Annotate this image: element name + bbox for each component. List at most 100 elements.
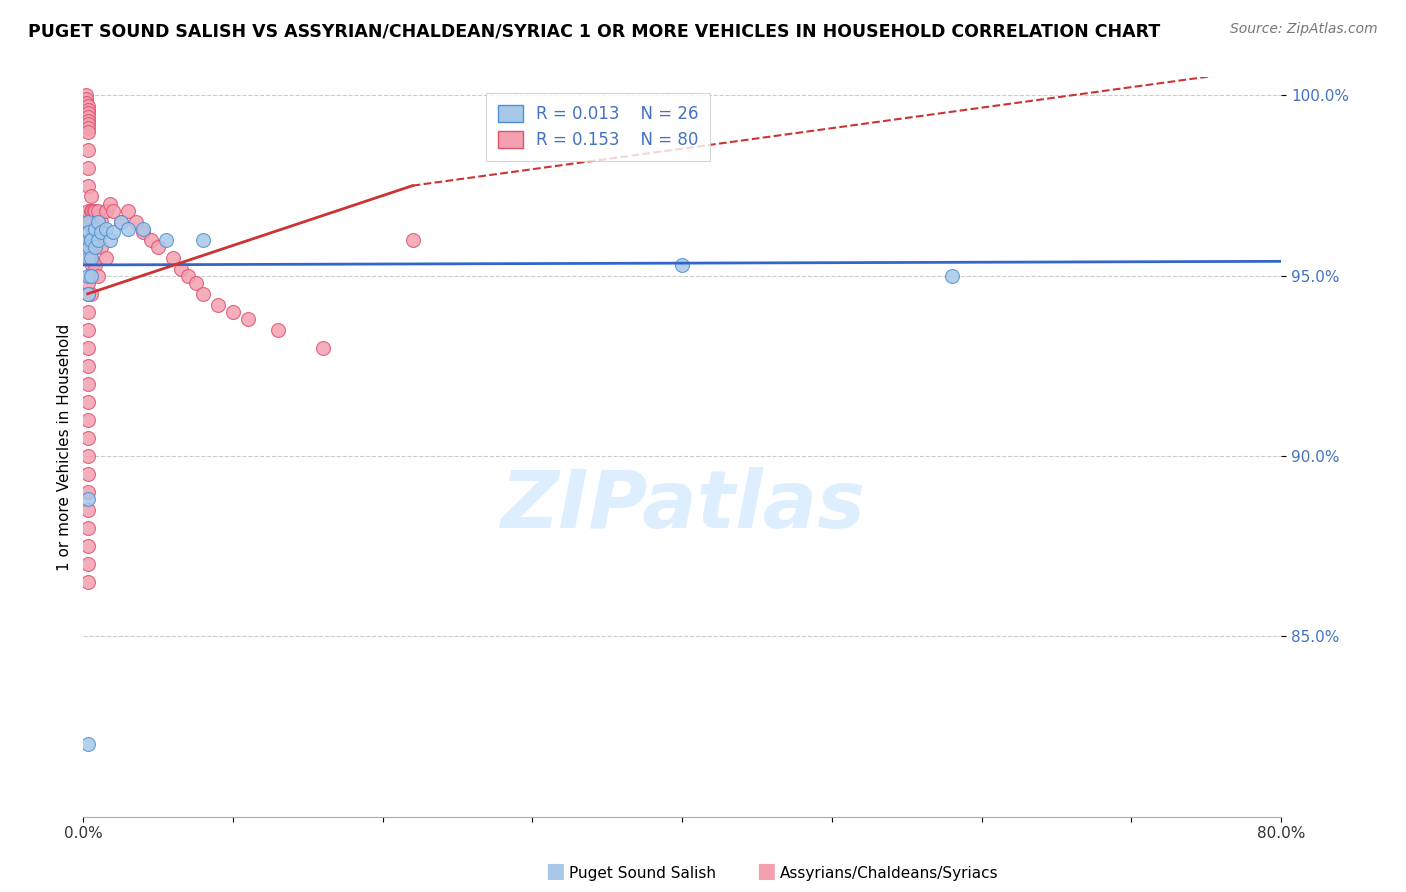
Point: [125, 215, 148, 229]
Point: [98, 233, 121, 247]
Point: [110, 215, 132, 229]
Point: [941, 268, 963, 283]
Point: [76, 124, 98, 138]
Point: [80, 233, 103, 247]
Point: [84, 203, 107, 218]
Text: PUGET SOUND SALISH VS ASSYRIAN/CHALDEAN/SYRIAC 1 OR MORE VEHICLES IN HOUSEHOLD C: PUGET SOUND SALISH VS ASSYRIAN/CHALDEAN/…: [28, 22, 1160, 40]
Point: [76, 395, 98, 409]
Point: [191, 233, 214, 247]
Point: [76, 467, 98, 481]
Point: [155, 233, 177, 247]
Point: [83, 203, 105, 218]
Point: [90, 226, 112, 240]
Point: [132, 222, 155, 236]
Point: [103, 226, 125, 240]
Point: [76, 143, 98, 157]
Point: [76, 286, 98, 301]
Text: Puget Sound Salish: Puget Sound Salish: [569, 866, 717, 881]
Point: [146, 240, 169, 254]
Text: ■: ■: [756, 862, 776, 881]
Point: [76, 485, 98, 500]
Text: Assyrians/Chaldeans/Syriacs: Assyrians/Chaldeans/Syriacs: [780, 866, 998, 881]
Point: [77, 251, 100, 265]
Point: [76, 376, 98, 391]
Point: [76, 431, 98, 445]
Point: [82, 222, 104, 236]
Y-axis label: 1 or more Vehicles in Household: 1 or more Vehicles in Household: [58, 324, 72, 571]
Text: ZIPatlas: ZIPatlas: [499, 467, 865, 545]
Point: [267, 323, 290, 337]
Point: [80, 268, 103, 283]
Point: [77, 233, 100, 247]
Point: [75, 88, 97, 103]
Point: [207, 297, 229, 311]
Point: [76, 99, 98, 113]
Point: [117, 222, 139, 236]
Point: [90, 215, 112, 229]
Point: [87, 203, 110, 218]
Point: [77, 240, 100, 254]
Point: [162, 251, 184, 265]
Point: [80, 215, 103, 229]
Point: [80, 203, 103, 218]
Point: [80, 268, 103, 283]
Point: [76, 110, 98, 124]
Point: [76, 286, 98, 301]
Point: [76, 558, 98, 572]
Point: [402, 233, 425, 247]
Point: [177, 268, 200, 283]
Point: [76, 492, 98, 507]
Point: [83, 222, 105, 236]
Point: [76, 251, 98, 265]
Point: [236, 312, 259, 326]
Point: [110, 215, 132, 229]
Point: [117, 203, 139, 218]
Legend: R = 0.013    N = 26, R = 0.153    N = 80: R = 0.013 N = 26, R = 0.153 N = 80: [486, 93, 710, 161]
Point: [87, 233, 110, 247]
Point: [312, 341, 335, 355]
Text: Source: ZipAtlas.com: Source: ZipAtlas.com: [1230, 22, 1378, 37]
Point: [132, 226, 155, 240]
Point: [76, 323, 98, 337]
Point: [222, 305, 245, 319]
Point: [76, 341, 98, 355]
Point: [83, 240, 105, 254]
Point: [76, 161, 98, 175]
Point: [77, 240, 100, 254]
Point: [76, 575, 98, 590]
Point: [84, 258, 107, 272]
Point: [76, 120, 98, 135]
Point: [76, 215, 98, 229]
Point: [87, 268, 110, 283]
Point: [191, 286, 214, 301]
Point: [82, 258, 104, 272]
Point: [76, 276, 98, 290]
Point: [94, 203, 117, 218]
Point: [84, 240, 107, 254]
Point: [76, 178, 98, 193]
Point: [184, 276, 207, 290]
Point: [94, 251, 117, 265]
Point: [98, 196, 121, 211]
Point: [76, 103, 98, 117]
Point: [169, 261, 191, 276]
Point: [94, 222, 117, 236]
Point: [76, 305, 98, 319]
Point: [76, 413, 98, 427]
Point: [87, 215, 110, 229]
Point: [82, 240, 104, 254]
Point: [80, 251, 103, 265]
Point: [76, 503, 98, 517]
Point: [76, 521, 98, 535]
Point: [77, 226, 100, 240]
Point: [76, 117, 98, 131]
Point: [671, 258, 693, 272]
Point: [76, 203, 98, 218]
Point: [82, 203, 104, 218]
Point: [76, 738, 98, 752]
Point: [90, 240, 112, 254]
Point: [76, 233, 98, 247]
Point: [103, 203, 125, 218]
Point: [80, 251, 103, 265]
Point: [76, 539, 98, 553]
